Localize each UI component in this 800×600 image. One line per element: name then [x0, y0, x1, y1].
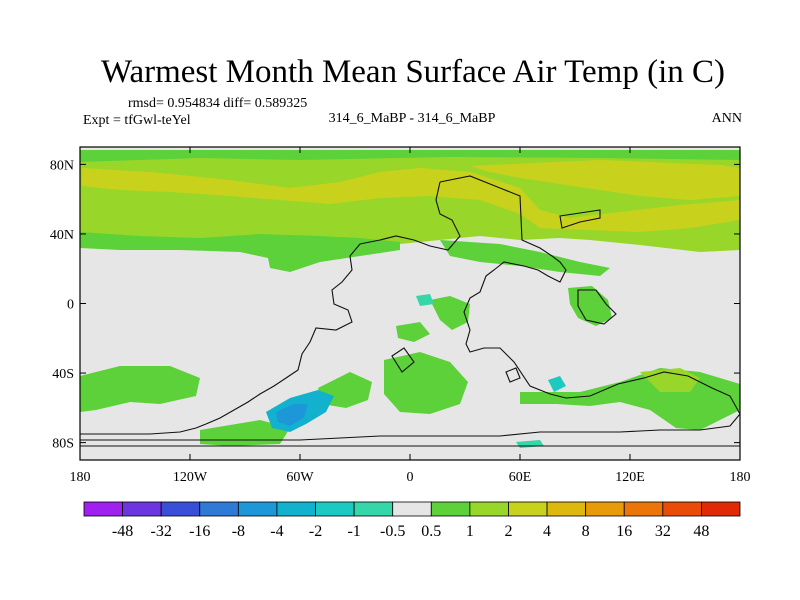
south-pacific-patch	[80, 366, 200, 412]
stats-label: rmsd= 0.954834 diff= 0.589325	[128, 96, 307, 111]
y-tick-label: 80N	[50, 158, 74, 173]
colorbar-label: 48	[693, 523, 709, 540]
y-tick-label: 0	[67, 298, 74, 313]
colorbar-label: -8	[232, 523, 245, 540]
africa-south-patch	[384, 352, 468, 414]
experiment-label: Expt = tfGwl-teYel	[83, 113, 191, 128]
colorbar-labels: -48 -32 -16 -8 -4 -2 -1 -0.5 0.5 1 2 4 8 16 32 48	[112, 523, 709, 540]
colorbar-label: 16	[616, 523, 632, 540]
tick-marks	[79, 147, 741, 460]
colorbar-swatch	[276, 501, 316, 517]
x-tick-label: 0	[407, 470, 414, 485]
x-axis-ticks: 180 120W 60W 0 60E 120E 180	[70, 470, 751, 485]
colorbar-swatch	[199, 501, 239, 517]
y-tick-label: 40S	[52, 367, 74, 382]
colorbar-swatch	[160, 501, 201, 517]
y-axis-ticks: 80N 40N 0 40S 80S	[50, 158, 74, 451]
colorbar-swatch	[392, 501, 432, 517]
north-yellow-core	[82, 168, 740, 232]
colorbar-label: -1	[347, 523, 360, 540]
colorbar	[83, 501, 741, 517]
y-tick-label: 40N	[50, 228, 74, 243]
x-tick-label: 180	[70, 470, 91, 485]
colorbar-label: -0.5	[380, 523, 405, 540]
colorbar-label: -48	[112, 523, 133, 540]
colorbar-swatch	[430, 501, 471, 517]
north-green-band	[80, 150, 740, 162]
south-america-cool-inner	[276, 404, 308, 426]
x-tick-label: 60E	[509, 470, 532, 485]
colorbar-swatch	[353, 501, 394, 517]
colorbar-label: 8	[582, 523, 590, 540]
small-cool-patch	[548, 376, 566, 392]
season-label: ANN	[712, 111, 742, 126]
austral-patch	[640, 368, 700, 392]
colorbar-label: 1	[466, 523, 474, 540]
x-tick-label: 60W	[286, 470, 314, 485]
colorbar-swatch	[662, 501, 702, 517]
colorbar-label: -2	[309, 523, 322, 540]
se-asia-patch	[568, 286, 612, 326]
colorbar-label: -32	[151, 523, 172, 540]
colorbar-swatch	[623, 501, 664, 517]
atlantic-cool-dot	[416, 294, 434, 306]
colorbar-swatch	[237, 501, 278, 517]
colorbar-label: 32	[655, 523, 671, 540]
colorbar-swatch	[585, 501, 625, 517]
x-tick-label: 120W	[173, 470, 208, 485]
colorbar-swatch	[546, 501, 587, 517]
colorbar-label: -4	[270, 523, 283, 540]
north-yellow-core-2	[470, 160, 740, 200]
coastline	[80, 175, 740, 447]
colorbar-label: 4	[543, 523, 551, 540]
colorbar-label: -16	[189, 523, 210, 540]
colorbar-swatch	[83, 501, 123, 517]
colorbar-swatch	[508, 501, 548, 517]
north-edge-green	[80, 232, 400, 272]
center-label: 314_6_MaBP - 314_6_MaBP	[329, 111, 496, 126]
africa-patch	[430, 296, 470, 330]
colorbar-swatch	[122, 501, 162, 517]
colorbar-swatch	[469, 501, 509, 517]
colorbar-swatch	[315, 501, 355, 517]
x-tick-label: 120E	[615, 470, 645, 485]
colorbar-label: 2	[504, 523, 512, 540]
x-tick-label: 180	[730, 470, 751, 485]
colorbar-swatch	[701, 501, 741, 517]
atlantic-patch	[396, 322, 430, 342]
map-field	[80, 147, 740, 460]
eurasia-green	[440, 240, 610, 276]
y-tick-label: 80S	[52, 437, 74, 452]
chart-title: Warmest Month Mean Surface Air Temp (in …	[101, 54, 725, 90]
colorbar-label: 0.5	[421, 523, 441, 540]
